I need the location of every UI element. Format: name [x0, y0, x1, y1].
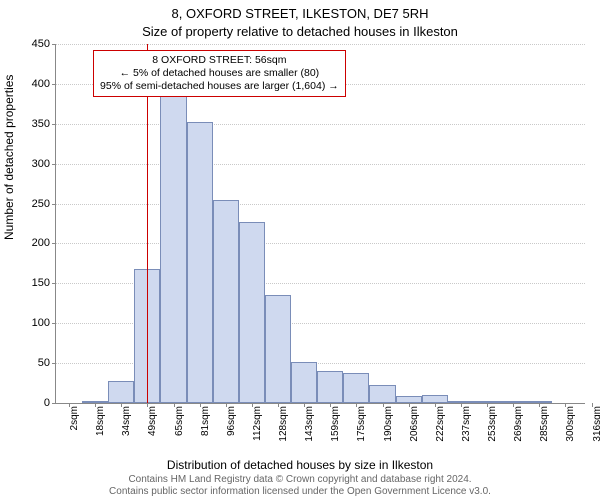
- y-tick-label: 350: [32, 118, 50, 130]
- chart-title-address: 8, OXFORD STREET, ILKESTON, DE7 5RH: [0, 6, 600, 21]
- y-tick-label: 150: [32, 277, 50, 289]
- chart-container: 8, OXFORD STREET, ILKESTON, DE7 5RH Size…: [0, 0, 600, 500]
- x-tick-label: 2sqm: [69, 406, 80, 430]
- x-tick-label: 96sqm: [226, 406, 237, 436]
- footer-line1: Contains HM Land Registry data © Crown c…: [0, 474, 600, 486]
- grid-line: [56, 44, 585, 45]
- x-tick-label: 190sqm: [383, 406, 394, 442]
- annotation-line2: ← 5% of detached houses are smaller (80): [100, 67, 339, 80]
- y-tick-label: 50: [38, 357, 50, 369]
- reference-line: [147, 44, 148, 403]
- x-tick-label: 128sqm: [278, 406, 289, 442]
- histogram-bar: [160, 92, 186, 403]
- annotation-line1: 8 OXFORD STREET: 56sqm: [100, 54, 339, 67]
- x-tick-label: 65sqm: [174, 406, 185, 436]
- histogram-bar: [291, 362, 317, 403]
- x-tick-label: 143sqm: [304, 406, 315, 442]
- y-tick-mark: [52, 403, 56, 404]
- plot-area: 0501001502002503003504004502sqm18sqm34sq…: [55, 44, 585, 404]
- x-tick-label: 269sqm: [513, 406, 524, 442]
- histogram-bar: [239, 222, 265, 403]
- x-tick-label: 175sqm: [356, 406, 367, 442]
- y-tick-mark: [52, 243, 56, 244]
- histogram-bar: [343, 373, 369, 403]
- histogram-bar: [396, 396, 422, 403]
- x-tick-label: 316sqm: [592, 406, 600, 442]
- x-tick-label: 253sqm: [487, 406, 498, 442]
- y-tick-mark: [52, 164, 56, 165]
- grid-line: [56, 204, 585, 205]
- y-tick-mark: [52, 204, 56, 205]
- histogram-bar: [265, 295, 291, 403]
- x-tick-label: 222sqm: [435, 406, 446, 442]
- x-tick-label: 49sqm: [147, 406, 158, 436]
- y-tick-mark: [52, 363, 56, 364]
- y-tick-mark: [52, 84, 56, 85]
- histogram-bar: [317, 371, 343, 403]
- y-tick-label: 450: [32, 38, 50, 50]
- grid-line: [56, 164, 585, 165]
- y-tick-label: 100: [32, 317, 50, 329]
- x-tick-label: 112sqm: [252, 406, 263, 441]
- chart-title-desc: Size of property relative to detached ho…: [0, 24, 600, 39]
- y-tick-label: 300: [32, 158, 50, 170]
- y-tick-mark: [52, 124, 56, 125]
- x-tick-label: 34sqm: [121, 406, 132, 436]
- x-axis-label: Distribution of detached houses by size …: [0, 458, 600, 472]
- footer-line2: Contains public sector information licen…: [0, 486, 600, 498]
- x-tick-label: 81sqm: [200, 406, 211, 436]
- y-axis-label: Number of detached properties: [2, 75, 16, 240]
- annotation-box: 8 OXFORD STREET: 56sqm ← 5% of detached …: [93, 50, 346, 97]
- histogram-bar: [187, 122, 213, 403]
- histogram-bar: [369, 385, 395, 403]
- x-tick-label: 300sqm: [565, 406, 576, 442]
- grid-line: [56, 124, 585, 125]
- y-tick-label: 200: [32, 237, 50, 249]
- footer-attribution: Contains HM Land Registry data © Crown c…: [0, 474, 600, 497]
- y-tick-mark: [52, 283, 56, 284]
- histogram-bar: [213, 200, 239, 403]
- y-tick-label: 250: [32, 198, 50, 210]
- annotation-line3: 95% of semi-detached houses are larger (…: [100, 80, 339, 93]
- x-tick-label: 206sqm: [409, 406, 420, 442]
- x-tick-label: 18sqm: [95, 406, 106, 436]
- histogram-bar: [108, 381, 134, 403]
- histogram-bar: [422, 395, 448, 403]
- y-tick-label: 0: [44, 397, 50, 409]
- y-tick-mark: [52, 323, 56, 324]
- y-tick-mark: [52, 44, 56, 45]
- x-tick-label: 285sqm: [539, 406, 550, 442]
- grid-line: [56, 243, 585, 244]
- x-tick-label: 159sqm: [330, 406, 341, 442]
- x-tick-label: 237sqm: [461, 406, 472, 442]
- y-tick-label: 400: [32, 78, 50, 90]
